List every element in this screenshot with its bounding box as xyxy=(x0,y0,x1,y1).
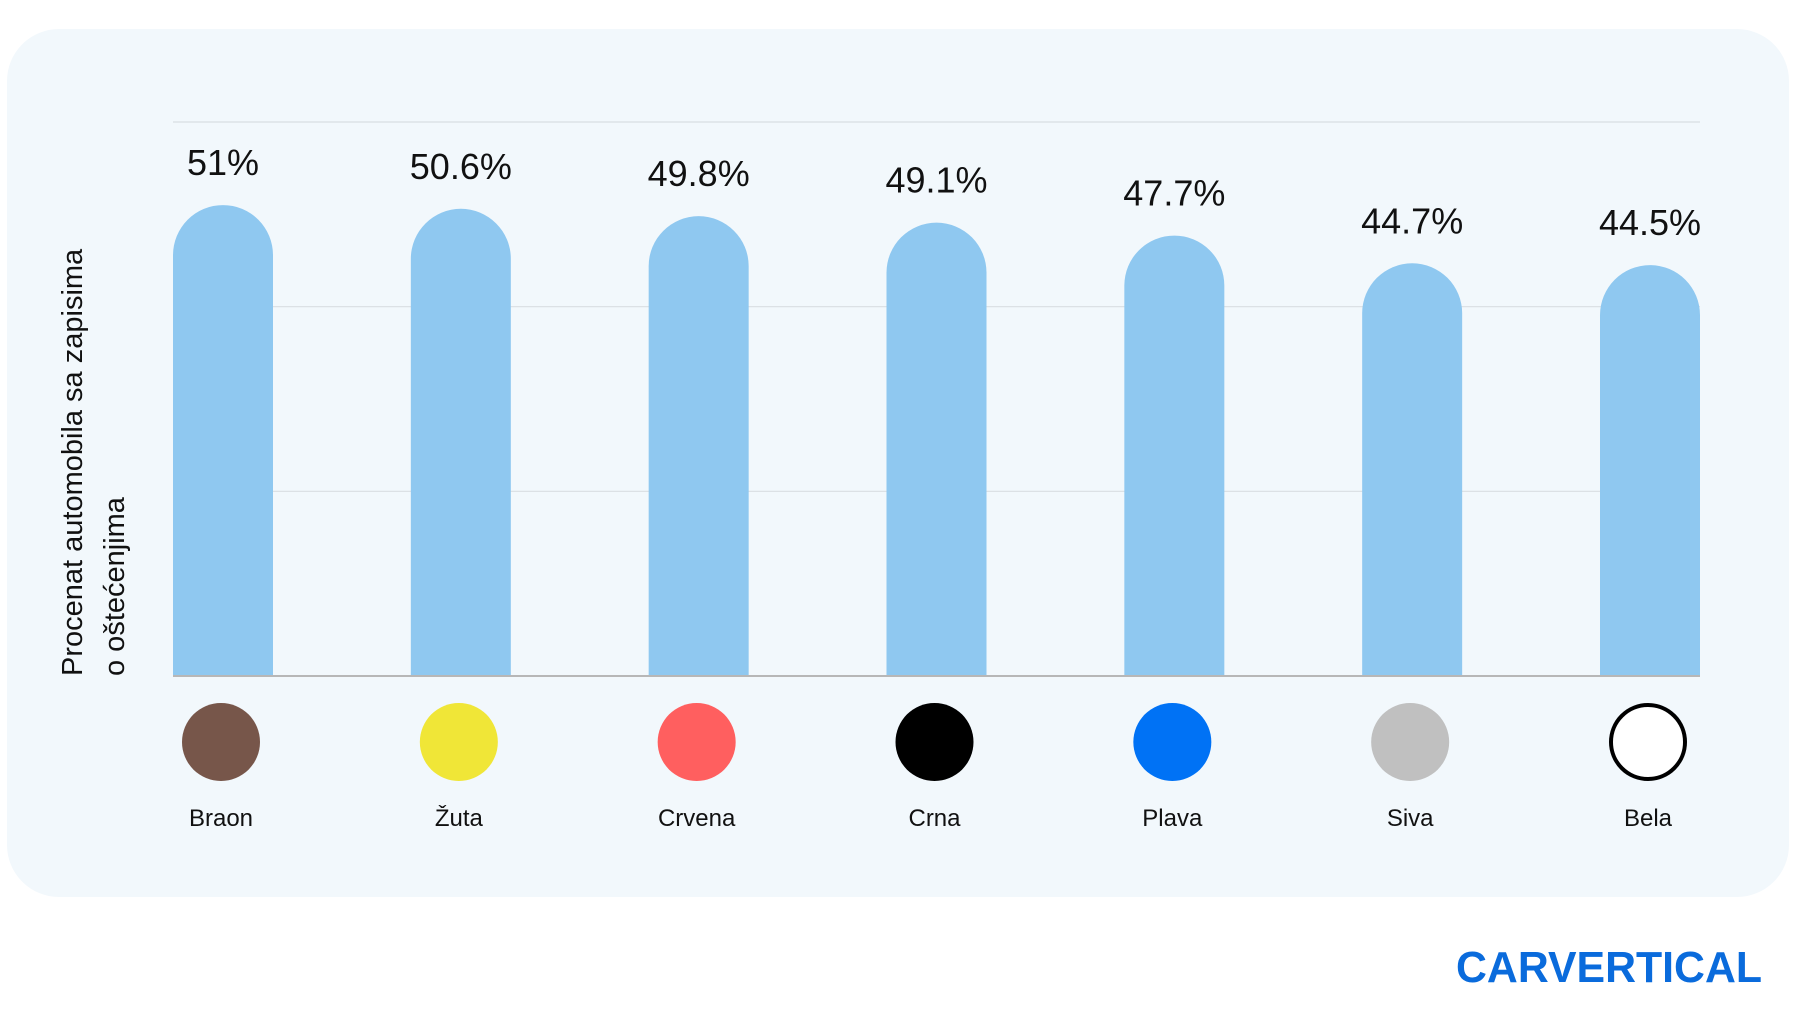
color-swatch xyxy=(657,703,736,781)
value-label: 47.7% xyxy=(1123,173,1225,214)
color-swatch xyxy=(419,703,498,781)
color-swatch xyxy=(895,703,974,781)
category-labels: Braon Žuta Crvena Crna Plava Siva Bela xyxy=(189,805,1673,832)
category-label: Žuta xyxy=(435,805,484,832)
y-axis-label-line-1: Procenat automobila sa zapisima xyxy=(57,248,89,676)
category-label: Plava xyxy=(1142,805,1203,832)
color-swatch xyxy=(1371,703,1450,781)
bar-braon xyxy=(173,205,273,676)
value-label: 49.1% xyxy=(885,160,987,201)
value-label: 50.6% xyxy=(410,146,512,187)
category-label: Braon xyxy=(189,805,253,832)
carvertical-logo: CARVERTICAL xyxy=(1456,943,1762,990)
value-label: 44.5% xyxy=(1599,202,1701,243)
category-label: Siva xyxy=(1387,805,1434,832)
bar-bela xyxy=(1600,265,1700,676)
value-labels: 51% 50.6% 49.8% 49.1% 47.7% 44.7% 44.5% xyxy=(187,142,1701,243)
value-label: 49.8% xyxy=(648,153,750,194)
category-label: Crna xyxy=(908,805,961,832)
bar-siva xyxy=(1362,263,1463,676)
y-axis-label-line-2: o oštećenjima xyxy=(99,496,131,676)
category-label: Crvena xyxy=(658,805,736,832)
bar-crna xyxy=(886,222,987,677)
value-label: 51% xyxy=(187,142,259,183)
y-axis-label: Procenat automobila sa zapisima o ošteće… xyxy=(57,241,131,676)
color-swatches xyxy=(182,703,1687,781)
color-swatch xyxy=(1609,703,1687,781)
value-label: 44.7% xyxy=(1361,200,1463,241)
bars xyxy=(173,205,1700,677)
bar-plava xyxy=(1124,235,1225,676)
color-swatch xyxy=(1133,703,1212,781)
bar-žuta xyxy=(410,208,511,676)
color-swatch xyxy=(182,703,260,781)
category-label: Bela xyxy=(1624,805,1673,832)
bar-crvena xyxy=(648,216,749,676)
logo-wordmark: CARVERTICAL xyxy=(1456,943,1762,990)
